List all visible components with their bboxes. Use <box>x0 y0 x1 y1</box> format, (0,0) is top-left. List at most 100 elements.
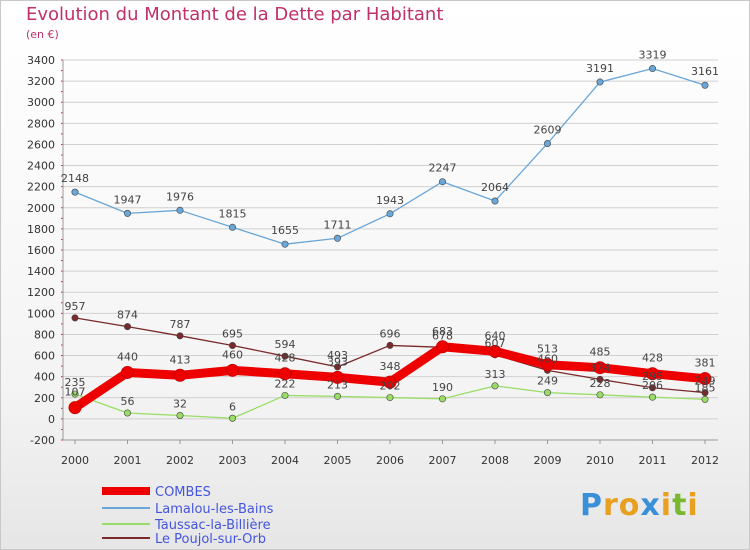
y-tick-label: 600 <box>34 350 55 363</box>
data-point <box>68 401 82 415</box>
data-label: 493 <box>327 349 348 362</box>
y-tick-label: 2200 <box>27 181 55 194</box>
data-label: 695 <box>222 328 243 341</box>
data-point <box>333 392 341 400</box>
data-point <box>71 390 79 398</box>
logo-letter: i <box>660 488 673 523</box>
data-label: 678 <box>432 329 453 342</box>
data-point <box>596 391 604 399</box>
logo-letter: r <box>603 488 619 523</box>
data-label: 374 <box>590 361 611 374</box>
legend-label: Taussac-la-Billière <box>154 518 271 533</box>
data-point <box>386 210 394 218</box>
data-point <box>229 342 237 350</box>
data-label: 206 <box>642 379 663 392</box>
y-tick-label: 800 <box>34 328 55 341</box>
data-point <box>226 363 239 377</box>
data-point <box>333 363 341 371</box>
data-label: 460 <box>537 352 558 365</box>
data-label: 107 <box>65 386 86 399</box>
data-point <box>229 223 237 231</box>
data-point <box>438 178 446 186</box>
data-label: 222 <box>275 377 296 390</box>
data-label: 1976 <box>166 190 194 203</box>
chart-subtitle: (en €) <box>26 28 59 41</box>
data-label: 460 <box>222 348 243 361</box>
x-tick-label: 2007 <box>429 454 457 467</box>
data-point <box>124 209 132 217</box>
data-label: 957 <box>65 300 86 313</box>
data-point <box>386 341 394 349</box>
y-tick-label: 3200 <box>27 75 55 88</box>
data-point <box>698 372 712 386</box>
data-label: 6 <box>229 400 236 413</box>
data-point <box>331 370 344 384</box>
data-label: 1947 <box>114 193 142 206</box>
data-label: 249 <box>537 375 558 388</box>
data-label: 348 <box>380 360 401 373</box>
data-label: 393 <box>327 355 348 368</box>
data-label: 683 <box>432 325 453 338</box>
data-label: 874 <box>117 309 138 322</box>
data-label: 228 <box>590 377 611 390</box>
y-tick-label: 2400 <box>27 160 55 173</box>
data-label: 1943 <box>376 194 404 207</box>
y-tick-label: 0 <box>48 413 55 426</box>
legend-label: Lamalou-les-Bains <box>155 502 274 517</box>
x-tick-label: 2005 <box>324 454 352 467</box>
logo-letter: t <box>672 488 688 523</box>
data-label: 413 <box>170 353 191 366</box>
y-tick-label: 2000 <box>27 202 55 215</box>
data-point <box>701 389 709 397</box>
y-tick-label: 3400 <box>27 54 55 67</box>
data-label: 2247 <box>429 162 457 175</box>
x-tick-label: 2006 <box>376 454 404 467</box>
data-point <box>648 65 656 73</box>
x-tick-label: 2008 <box>481 454 509 467</box>
data-label: 381 <box>695 357 716 370</box>
data-point <box>229 414 237 422</box>
data-label: 1655 <box>271 224 299 237</box>
data-label: 295 <box>642 370 663 383</box>
y-tick-label: 1800 <box>27 223 55 236</box>
y-tick-label: 200 <box>34 392 55 405</box>
data-point <box>176 412 184 420</box>
x-tick-label: 2002 <box>166 454 194 467</box>
data-label: 696 <box>380 327 401 340</box>
data-label: 594 <box>275 338 296 351</box>
legend-label: COMBES <box>155 485 211 500</box>
data-point <box>333 234 341 242</box>
x-tick-label: 2009 <box>534 454 562 467</box>
data-label: 640 <box>485 329 506 342</box>
data-label: 3161 <box>691 65 719 78</box>
chart-title: Evolution du Montant de la Dette par Hab… <box>26 4 444 25</box>
data-point <box>383 375 397 389</box>
data-point <box>436 340 449 354</box>
data-point <box>488 344 502 358</box>
data-label: 235 <box>65 376 86 389</box>
data-label: 32 <box>173 398 187 411</box>
data-point <box>281 240 289 248</box>
x-tick-label: 2004 <box>271 454 299 467</box>
x-tick-label: 2011 <box>639 454 667 467</box>
data-point <box>543 389 551 397</box>
x-tick-label: 2010 <box>586 454 614 467</box>
data-point <box>543 139 551 147</box>
data-label: 185 <box>695 381 716 394</box>
y-tick-label: 1200 <box>27 286 55 299</box>
legend-label: Le Poujol-sur-Orb <box>155 532 266 547</box>
data-point <box>176 332 184 340</box>
data-point <box>593 361 607 375</box>
x-tick-label: 2003 <box>219 454 247 467</box>
data-point <box>648 393 656 401</box>
data-label: 485 <box>590 346 611 359</box>
series-line <box>74 67 706 245</box>
x-tick-label: 2000 <box>61 454 89 467</box>
y-tick-label: 1600 <box>27 244 55 257</box>
data-point <box>701 81 709 89</box>
data-point <box>176 206 184 214</box>
data-label: 213 <box>327 378 348 391</box>
data-label: 513 <box>537 343 558 356</box>
logo-letter: o <box>618 488 641 523</box>
data-point <box>124 409 132 417</box>
